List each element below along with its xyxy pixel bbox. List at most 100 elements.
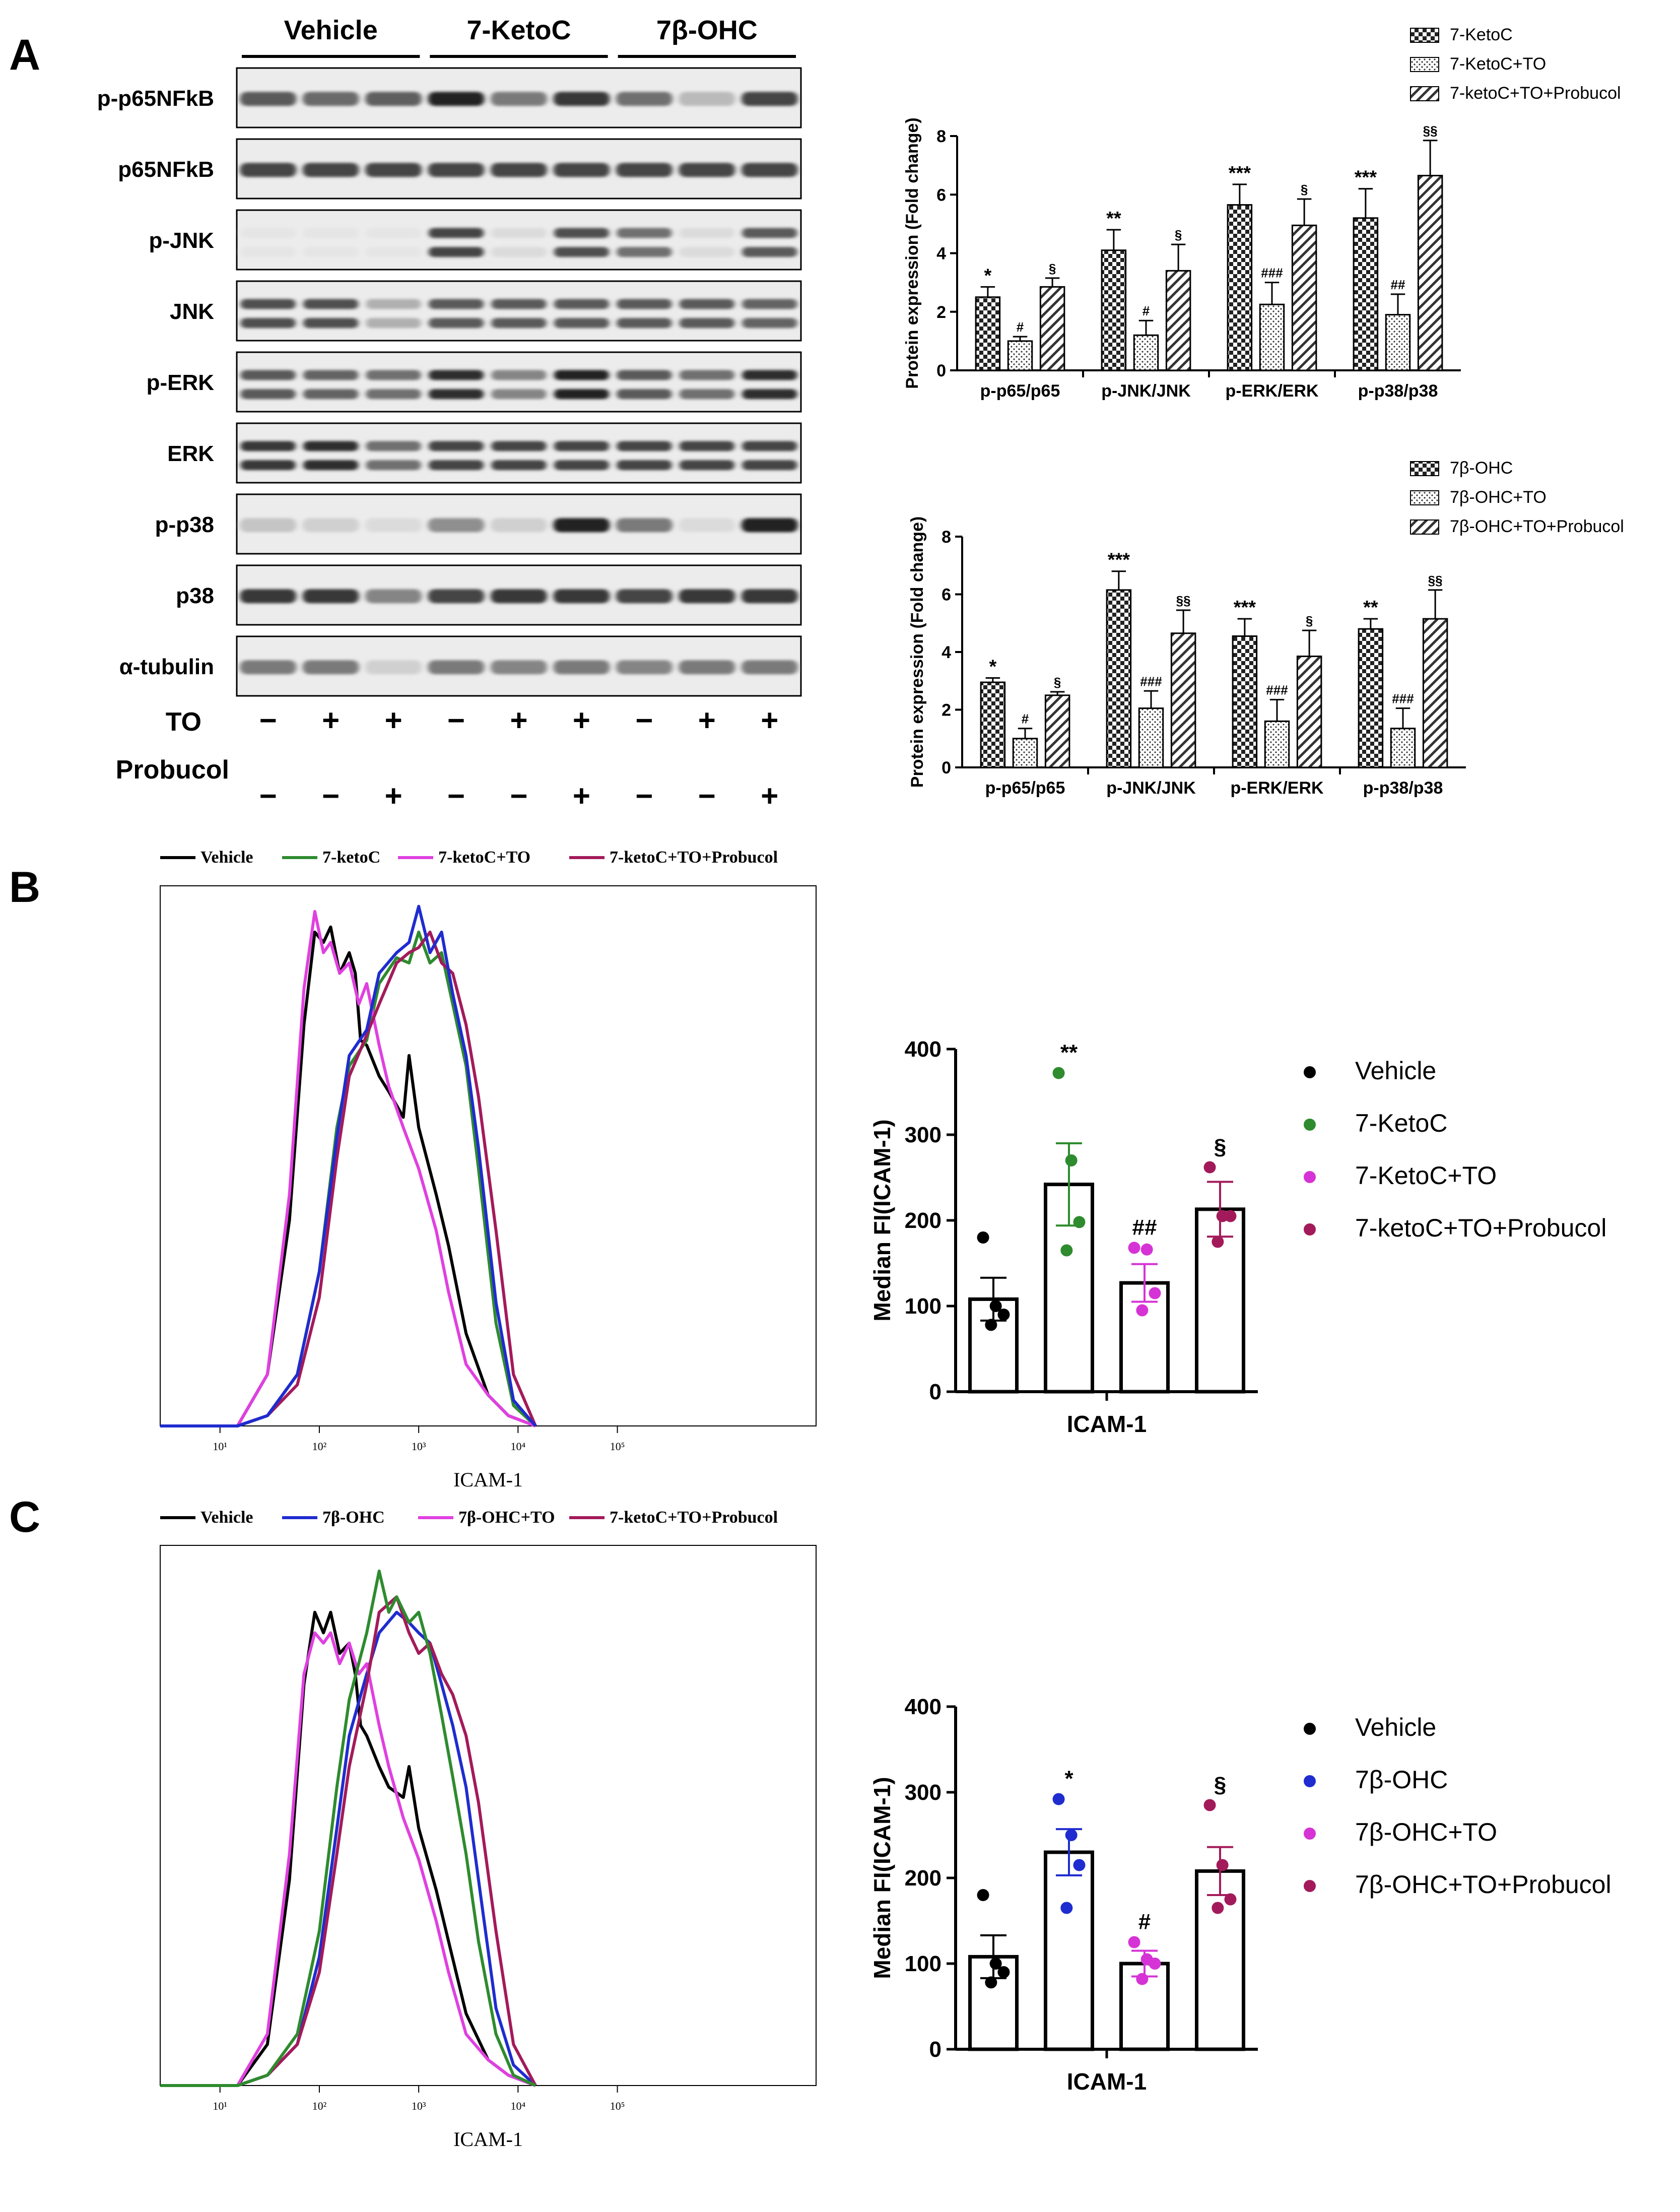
blot-band <box>554 318 610 329</box>
data-point <box>989 1300 1002 1312</box>
blot-band <box>365 589 422 604</box>
blot-group-header: 7β-OHC <box>656 15 758 45</box>
x-tick-label: 10⁵ <box>610 2100 625 2112</box>
significance-mark: § <box>1214 1773 1226 1797</box>
panel-label-a: A <box>9 31 40 79</box>
x-tick-label: p-JNK/JNK <box>1106 778 1196 798</box>
data-point <box>1140 1243 1153 1256</box>
legend-label: 7β-OHC+TO <box>1450 488 1547 507</box>
blot-band <box>302 589 359 604</box>
treatment-sign: + <box>698 703 716 737</box>
blot-band <box>303 370 359 380</box>
data-point <box>1073 1216 1086 1228</box>
blot-row-label: p38 <box>176 583 214 608</box>
bar <box>1044 694 1070 768</box>
panel-label-b: B <box>9 863 40 912</box>
significance-mark: ** <box>1106 208 1121 229</box>
dot-bar-chart-c: 0 100 200 300 400 Median FI(ICAM-1) ICAM-1 Vehi… <box>869 1695 1611 2095</box>
treatment-sign: − <box>635 703 653 737</box>
bar <box>1422 618 1448 768</box>
blot-band <box>240 92 297 106</box>
y-tick-label: 0 <box>929 1380 942 1404</box>
blot-band <box>366 389 421 400</box>
blot-band <box>554 247 610 257</box>
y-axis-title: Median FI(ICAM-1) <box>869 1777 895 1979</box>
data-point <box>1073 1859 1086 1871</box>
data-point <box>989 1958 1002 1970</box>
x-tick-label: 10⁵ <box>610 1440 625 1453</box>
blot-band <box>679 441 735 451</box>
data-point <box>1149 1287 1161 1299</box>
legend-dot <box>1304 1119 1316 1131</box>
legend-label: Vehicle <box>200 848 253 867</box>
blot-band <box>240 228 296 238</box>
blot-band <box>428 370 484 380</box>
blot-band <box>742 441 797 451</box>
blot-row-frame <box>236 351 802 413</box>
blot-band <box>303 228 359 238</box>
data-point <box>1128 1936 1140 1948</box>
histogram-curve <box>160 1570 536 2087</box>
y-tick-label: 4 <box>936 244 946 264</box>
x-tick-label: 10¹ <box>213 1440 227 1453</box>
blot-band <box>302 518 359 533</box>
data-point <box>997 1309 1010 1321</box>
blot-band <box>302 163 359 177</box>
legend-label: 7-ketoC+TO+Probucol <box>610 1508 778 1527</box>
y-tick-label: 4 <box>942 643 951 662</box>
bar <box>1138 707 1164 768</box>
x-tick-label: 10² <box>312 2100 327 2112</box>
bar <box>1291 224 1317 371</box>
blot-row-label: p-p38 <box>155 512 214 537</box>
legend-dot <box>1304 1171 1316 1183</box>
blot-band <box>741 589 798 604</box>
blot-band <box>553 660 610 675</box>
blot-band <box>428 228 484 238</box>
y-tick-label: 400 <box>905 1037 942 1062</box>
treatment-label: Probucol <box>116 755 229 785</box>
blot-band <box>554 370 610 380</box>
blot-band <box>679 389 735 400</box>
legend-swatch <box>1410 57 1439 72</box>
histogram-curve <box>160 1595 537 2087</box>
y-axis-title: Median FI(ICAM-1) <box>869 1119 895 1321</box>
treatment-label: TO <box>166 707 201 737</box>
blot-row-frame <box>236 280 802 342</box>
legend-label: 7β-OHC+TO+Probucol <box>1450 517 1624 536</box>
blot-band <box>240 518 297 533</box>
blot-row-label: p-p65NFkB <box>97 86 214 111</box>
blot-band <box>491 389 547 400</box>
blot-band <box>616 518 673 533</box>
blot-band <box>240 389 296 400</box>
significance-mark: § <box>1049 261 1056 276</box>
blot-band <box>617 389 672 400</box>
histogram-b: 10¹ 10² 10³ 10⁴ 10⁵ ICAM-1 Vehicle 7-ketoC 7-ket… <box>160 848 817 1491</box>
blot-band <box>554 299 610 309</box>
significance-mark: *** <box>1108 550 1130 571</box>
legend-label: 7β-OHC+TO <box>458 1508 555 1527</box>
data-point <box>977 1231 989 1244</box>
y-tick-label: 6 <box>936 185 946 205</box>
blot-band <box>679 318 735 329</box>
blot-band <box>428 660 485 675</box>
blot-band <box>366 299 421 309</box>
y-tick-label: 100 <box>905 1294 942 1319</box>
data-point <box>997 1966 1010 1978</box>
legend-label: Vehicle <box>200 1508 253 1527</box>
legend-label: 7β-OHC+TO <box>1355 1818 1497 1846</box>
significance-mark: # <box>1143 303 1150 318</box>
blot-band <box>366 228 421 238</box>
legend-label: 7-ketoC+TO+Probucol <box>610 848 778 867</box>
significance-mark: # <box>1017 319 1024 335</box>
blot-band <box>616 163 673 177</box>
bar <box>1012 738 1038 768</box>
bar <box>1353 217 1379 371</box>
blot-band <box>491 228 547 238</box>
treatment-sign: − <box>259 703 277 737</box>
blot-band <box>491 247 547 257</box>
data-point <box>1216 1859 1229 1871</box>
x-axis-title: ICAM-1 <box>453 2128 523 2151</box>
bar <box>1007 340 1033 371</box>
legend-label: 7-ketoC+TO+Probucol <box>1355 1214 1606 1242</box>
